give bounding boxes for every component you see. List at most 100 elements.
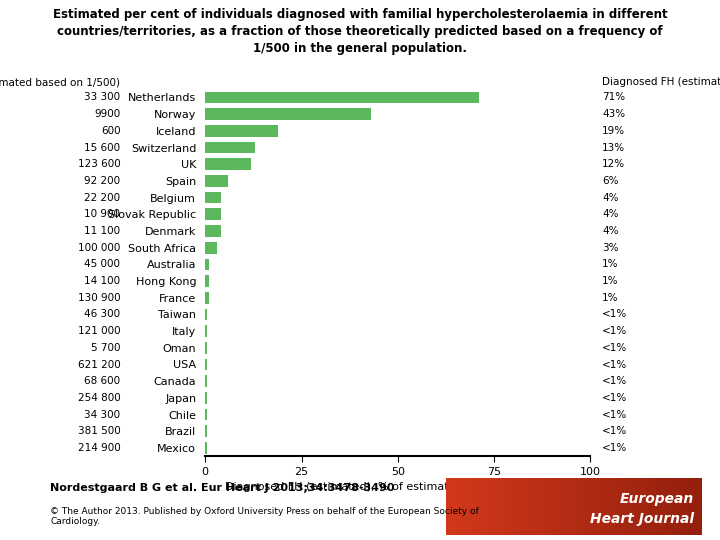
Bar [620,478,625,535]
Text: 92 200: 92 200 [84,176,120,186]
Text: 214 900: 214 900 [78,443,120,453]
Bar [477,478,482,535]
Bar [697,478,702,535]
Bar [575,478,580,535]
Bar [487,478,492,535]
Bar [523,478,528,535]
Bar [539,478,544,535]
Text: 15 600: 15 600 [84,143,120,152]
Bar [462,478,467,535]
Text: 13%: 13% [602,143,625,152]
Text: 46 300: 46 300 [84,309,120,320]
Bar [682,478,687,535]
X-axis label: Diagnosed FH (estimated), % of estimated number in country: Diagnosed FH (estimated), % of estimated… [225,482,570,492]
Text: 68 600: 68 600 [84,376,120,386]
Bar [564,478,569,535]
Bar [205,125,279,137]
Text: <1%: <1% [602,393,627,403]
Bar [544,478,549,535]
Text: 14 100: 14 100 [84,276,120,286]
Text: Nordestgaard B G et al. Eur Heart J 2013;34:3478-3490: Nordestgaard B G et al. Eur Heart J 2013… [50,483,395,494]
Bar [549,478,554,535]
Bar [534,478,539,535]
Text: 5 700: 5 700 [91,343,120,353]
Bar [615,478,620,535]
Bar [205,259,209,270]
Text: 4%: 4% [602,210,618,219]
Bar [646,478,651,535]
Bar [205,109,371,120]
Bar [636,478,641,535]
Bar [205,141,256,153]
Bar [656,478,661,535]
Bar [205,442,207,454]
Text: 1%: 1% [602,276,618,286]
Bar [205,158,251,170]
Bar [205,275,209,287]
Text: 45 000: 45 000 [84,259,120,269]
Bar [559,478,564,535]
Bar [205,242,217,253]
Text: 19%: 19% [602,126,625,136]
Bar [205,392,207,404]
Bar [518,478,523,535]
Bar [651,478,656,535]
Text: 11 100: 11 100 [84,226,120,236]
Bar [569,478,575,535]
Bar [446,478,451,535]
Bar [482,478,487,535]
Text: <1%: <1% [602,426,627,436]
Text: <1%: <1% [602,309,627,320]
Bar [467,478,472,535]
Bar [600,478,605,535]
Text: <1%: <1% [602,443,627,453]
Bar [205,409,207,421]
Text: 254 800: 254 800 [78,393,120,403]
Bar [205,225,220,237]
Bar [451,478,456,535]
Bar [610,478,615,535]
Bar [666,478,671,535]
Text: 621 200: 621 200 [78,360,120,369]
Text: <1%: <1% [602,326,627,336]
Bar [671,478,677,535]
Text: 71%: 71% [602,92,625,103]
Text: 12%: 12% [602,159,625,169]
Text: 43%: 43% [602,109,625,119]
Text: 4%: 4% [602,226,618,236]
Text: <1%: <1% [602,360,627,369]
Bar [205,342,207,354]
Text: 3%: 3% [602,242,618,253]
Text: 600: 600 [101,126,120,136]
Bar [205,92,479,103]
Text: 10 900: 10 900 [84,210,120,219]
Bar [205,375,207,387]
Bar [205,359,207,370]
Bar [631,478,636,535]
Text: 4%: 4% [602,193,618,202]
Bar [625,478,631,535]
Bar [641,478,646,535]
Bar [590,478,595,535]
Text: Estimated per cent of individuals diagnosed with familial hypercholesterolaemia : Estimated per cent of individuals diagno… [53,8,667,55]
Text: <1%: <1% [602,409,627,420]
Bar [595,478,600,535]
Bar [605,478,610,535]
Text: Heart Journal: Heart Journal [590,512,694,526]
Bar [661,478,666,535]
Bar [513,478,518,535]
Text: 381 500: 381 500 [78,426,120,436]
Bar [205,426,207,437]
Bar [687,478,692,535]
Text: 123 600: 123 600 [78,159,120,169]
Text: 6%: 6% [602,176,618,186]
Text: 130 900: 130 900 [78,293,120,303]
Bar [692,478,697,535]
Text: <1%: <1% [602,343,627,353]
Text: 1%: 1% [602,293,618,303]
Bar [498,478,503,535]
Bar [205,308,207,320]
Bar [205,175,228,187]
Text: 9900: 9900 [94,109,120,119]
Text: © The Author 2013. Published by Oxford University Press on behalf of the Europea: © The Author 2013. Published by Oxford U… [50,507,479,526]
